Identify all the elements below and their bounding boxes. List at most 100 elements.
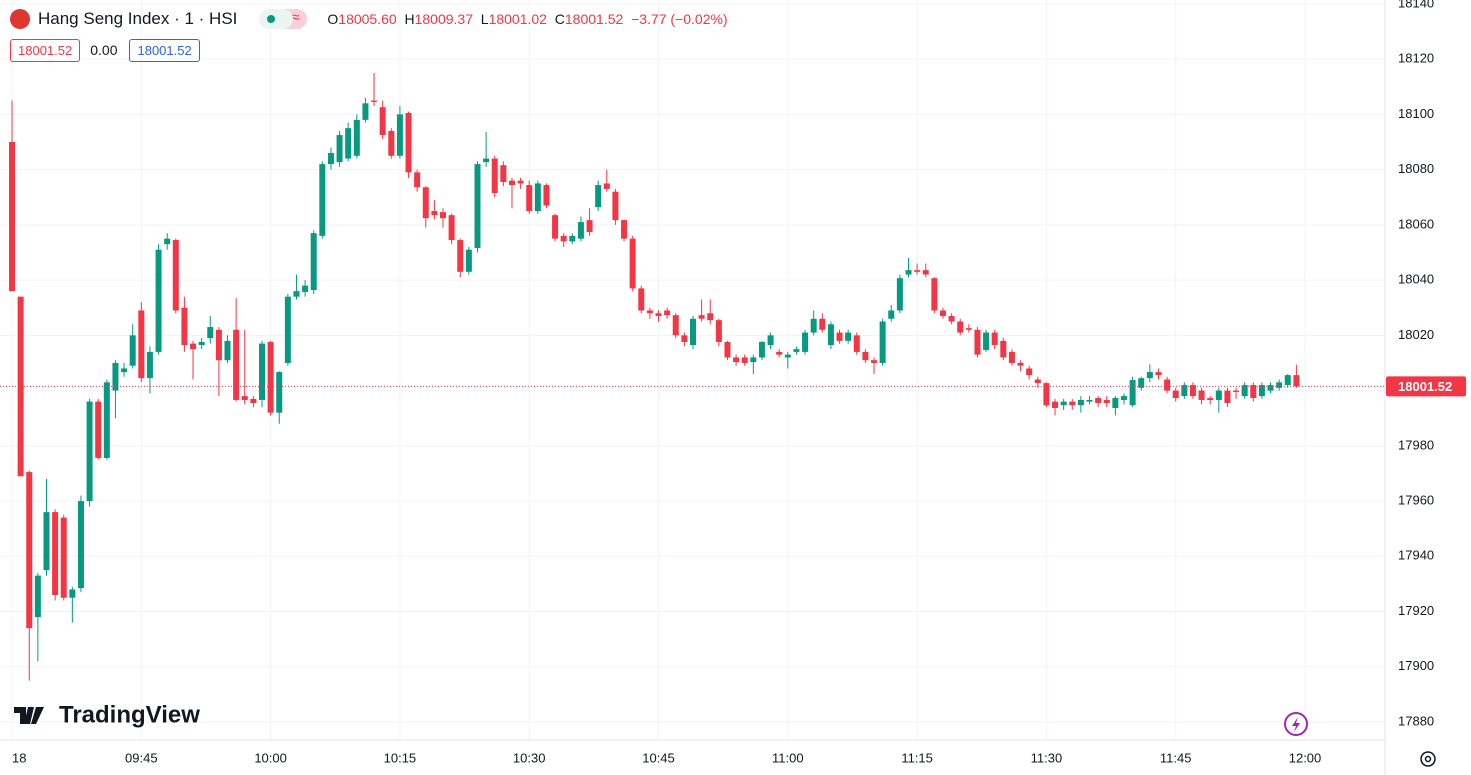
candle-body bbox=[577, 222, 584, 239]
candle-body bbox=[655, 313, 662, 316]
candle-body bbox=[1233, 390, 1240, 392]
candle-body bbox=[388, 130, 395, 156]
candle-body bbox=[1250, 385, 1257, 399]
candle-body bbox=[1043, 383, 1050, 406]
candle-body bbox=[931, 278, 938, 311]
bid-box[interactable]: 18001.52 bbox=[10, 38, 81, 62]
candle-body bbox=[758, 341, 765, 358]
candle-body bbox=[362, 103, 369, 120]
candle-body bbox=[396, 114, 403, 156]
candle-body bbox=[896, 278, 903, 311]
candle-body bbox=[974, 329, 981, 355]
candle-body bbox=[483, 158, 490, 163]
candle-body bbox=[1103, 399, 1110, 404]
candle-body bbox=[871, 360, 878, 363]
candle-body bbox=[733, 357, 740, 363]
ask-box[interactable]: 18001.52 bbox=[129, 38, 200, 62]
candle-body bbox=[1095, 398, 1102, 404]
candle-body bbox=[422, 187, 429, 219]
candle-body bbox=[1052, 401, 1059, 408]
candle-body bbox=[379, 107, 386, 136]
candle-body bbox=[552, 215, 559, 239]
change: −3.77 (−0.02%) bbox=[631, 11, 728, 27]
candle-body bbox=[207, 327, 214, 339]
logo: TradingView bbox=[14, 701, 200, 728]
candle-body bbox=[793, 349, 800, 352]
candle-body bbox=[1207, 398, 1214, 400]
price-tag bbox=[1386, 376, 1466, 397]
candle-body bbox=[26, 472, 33, 629]
candle-body bbox=[491, 158, 498, 194]
candle-body bbox=[198, 341, 205, 346]
candle-body bbox=[440, 212, 447, 219]
candle-body bbox=[1017, 362, 1024, 366]
candle-body bbox=[991, 332, 998, 346]
candle-body bbox=[1258, 385, 1265, 397]
candle-body bbox=[767, 335, 774, 346]
x-tick-label: 11:00 bbox=[772, 750, 804, 765]
candle-body bbox=[776, 351, 783, 355]
candle-body bbox=[293, 291, 300, 297]
c-label: C bbox=[554, 11, 565, 27]
candle-body bbox=[327, 153, 334, 165]
candle-body bbox=[9, 141, 16, 292]
candle-body bbox=[414, 172, 421, 188]
candle-body bbox=[508, 180, 515, 186]
candle-body bbox=[612, 191, 619, 221]
candle-body bbox=[586, 220, 593, 233]
y-tick-label: 17940 bbox=[1398, 548, 1434, 563]
candle-body bbox=[638, 288, 645, 311]
candles bbox=[9, 72, 1300, 681]
candle-body bbox=[181, 307, 188, 346]
candle-body bbox=[1034, 379, 1041, 384]
settings-button[interactable] bbox=[1420, 751, 1436, 767]
candle-body bbox=[983, 332, 990, 350]
candle-body bbox=[353, 119, 360, 156]
candle-body bbox=[595, 185, 602, 208]
candle-body bbox=[853, 335, 860, 352]
candle-body bbox=[1112, 398, 1119, 408]
candle-body bbox=[1164, 379, 1171, 391]
candle-body bbox=[879, 321, 886, 363]
candle-body bbox=[526, 185, 533, 212]
x-tick-label: 09:45 bbox=[125, 750, 158, 765]
y-tick-label: 18060 bbox=[1398, 216, 1434, 231]
candle-body bbox=[1276, 382, 1283, 388]
candle-body bbox=[1077, 399, 1084, 406]
candle-body bbox=[845, 332, 852, 341]
candle-body bbox=[465, 249, 472, 272]
candle-body bbox=[1284, 375, 1291, 386]
candle-body bbox=[1215, 390, 1222, 400]
candle-body bbox=[86, 401, 93, 502]
candle-body bbox=[1026, 368, 1033, 376]
candle-body bbox=[939, 310, 946, 316]
candle-body bbox=[741, 357, 748, 363]
candle-body bbox=[52, 512, 59, 595]
x-tick-label: 11:45 bbox=[1160, 750, 1192, 765]
candle-body bbox=[1198, 390, 1205, 400]
candle-body bbox=[34, 575, 41, 618]
watermark: TradingView bbox=[59, 701, 200, 728]
candle-body bbox=[233, 329, 240, 400]
candle-body bbox=[319, 164, 326, 236]
candle-body bbox=[431, 211, 438, 216]
y-tick-label: 18020 bbox=[1398, 327, 1434, 342]
x-tick-label: 18 bbox=[12, 750, 26, 765]
candle-body bbox=[664, 310, 671, 316]
candle-body bbox=[724, 341, 731, 358]
x-tick-label: 12:00 bbox=[1289, 750, 1322, 765]
candle-body bbox=[448, 215, 455, 241]
candle-body bbox=[336, 135, 343, 163]
y-tick-label: 17920 bbox=[1398, 603, 1434, 618]
lightning-button[interactable] bbox=[1284, 712, 1308, 736]
candle-body bbox=[1060, 401, 1067, 406]
candle-body bbox=[1224, 390, 1231, 404]
candle-body bbox=[543, 185, 550, 206]
candle-body bbox=[267, 341, 274, 413]
grid bbox=[0, 0, 1385, 740]
candle-body bbox=[1086, 399, 1093, 402]
candle-body bbox=[810, 318, 817, 333]
candle-body bbox=[1293, 375, 1300, 387]
candle-body bbox=[103, 382, 110, 458]
